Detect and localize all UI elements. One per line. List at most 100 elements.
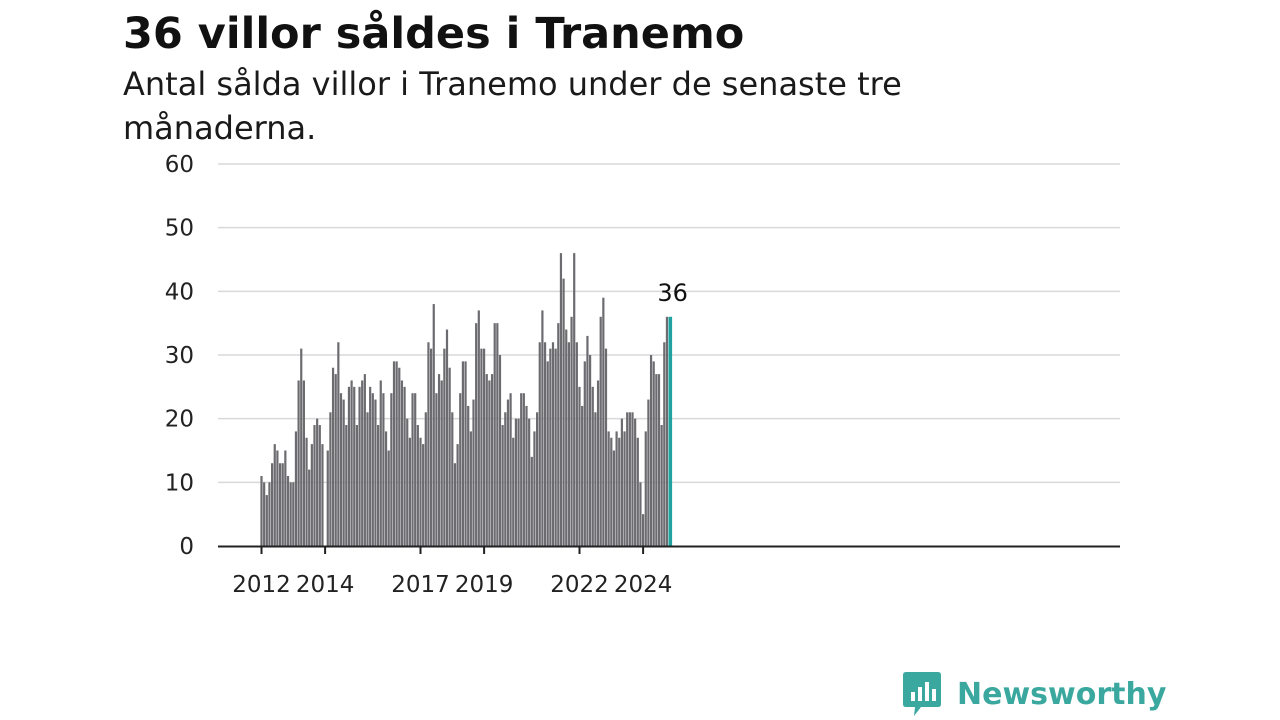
bar [620, 418, 623, 546]
bar [599, 316, 602, 546]
bar [361, 380, 364, 546]
y-tick-label: 20 [165, 407, 194, 433]
bar [485, 374, 488, 546]
bar [596, 380, 600, 546]
bar [300, 348, 303, 546]
bar [589, 355, 592, 546]
bar [379, 380, 382, 546]
bar [310, 444, 313, 546]
bar [649, 355, 653, 546]
bar [432, 304, 435, 546]
bar [302, 380, 305, 546]
bar [594, 412, 597, 546]
bar [570, 316, 573, 546]
x-tick-label: 2019 [455, 572, 514, 598]
bar [607, 431, 610, 546]
bar [271, 463, 274, 546]
bar [551, 342, 555, 546]
bar [406, 418, 409, 546]
bar [533, 431, 536, 546]
y-tick-label: 10 [165, 470, 194, 496]
bar [567, 342, 570, 546]
bar [342, 399, 345, 546]
bar [422, 444, 425, 546]
bar [538, 342, 541, 546]
bar [392, 361, 396, 546]
bar [355, 425, 358, 546]
bar [626, 412, 629, 546]
bar [403, 386, 406, 546]
bar [273, 444, 276, 546]
y-tick-label: 40 [165, 279, 194, 305]
bar [339, 393, 343, 546]
bar [520, 393, 523, 546]
bar [655, 374, 658, 546]
bar [618, 437, 621, 546]
bar [490, 374, 494, 546]
bar [260, 475, 263, 546]
bar [321, 444, 324, 546]
bar [604, 348, 608, 546]
bar [411, 393, 414, 546]
bar [374, 399, 377, 546]
bar [276, 450, 279, 546]
bar [398, 367, 401, 546]
bar [281, 463, 284, 546]
x-tick-label: 2012 [232, 572, 291, 598]
bar [305, 437, 308, 546]
bar [498, 355, 502, 546]
bar [464, 361, 467, 546]
bars [260, 253, 673, 546]
bar [292, 482, 295, 546]
newsworthy-bars-icon [903, 672, 941, 716]
bar-latest [668, 316, 673, 546]
brand-name: Newsworthy [957, 676, 1167, 712]
bar [353, 386, 356, 546]
bar [461, 361, 464, 546]
bar [610, 437, 613, 546]
bar [316, 418, 319, 546]
y-tick-label: 30 [165, 343, 194, 369]
bar [443, 348, 446, 546]
bar [644, 431, 647, 546]
bar [435, 393, 438, 546]
bar [665, 316, 669, 546]
bar [615, 431, 618, 546]
bar-chart: 0 10 20 30 40 50 60 2012 2014 2017 2019 2022 2024 3… [165, 152, 1120, 598]
bar [525, 405, 528, 546]
bar [546, 361, 549, 546]
bar [557, 323, 560, 546]
bar [289, 482, 292, 546]
bar [408, 437, 411, 546]
y-tick-label: 60 [165, 152, 194, 178]
bar [440, 380, 443, 546]
bar [493, 323, 496, 546]
bar [477, 310, 480, 546]
bar [451, 412, 454, 546]
bar [647, 399, 650, 546]
bar [358, 386, 361, 546]
bar [382, 393, 385, 546]
newsworthy-logo: Newsworthy [902, 670, 1166, 718]
x-tick-label: 2024 [614, 572, 673, 598]
bar [347, 386, 351, 546]
bar [522, 393, 525, 546]
bar [549, 348, 552, 546]
bar [660, 425, 663, 546]
bar [663, 342, 666, 546]
bar [501, 425, 504, 546]
bar [390, 393, 393, 546]
bar [448, 367, 451, 546]
bar [427, 342, 430, 546]
bar [506, 399, 510, 546]
bar [371, 393, 374, 546]
bar [573, 253, 576, 546]
bar [313, 425, 316, 546]
bar [326, 450, 329, 546]
chart-title: 36 villor såldes i Tranemo [123, 9, 745, 59]
bar [480, 348, 483, 546]
bar [437, 374, 441, 546]
bar [424, 412, 427, 546]
bar [583, 361, 586, 546]
bar [334, 374, 337, 546]
